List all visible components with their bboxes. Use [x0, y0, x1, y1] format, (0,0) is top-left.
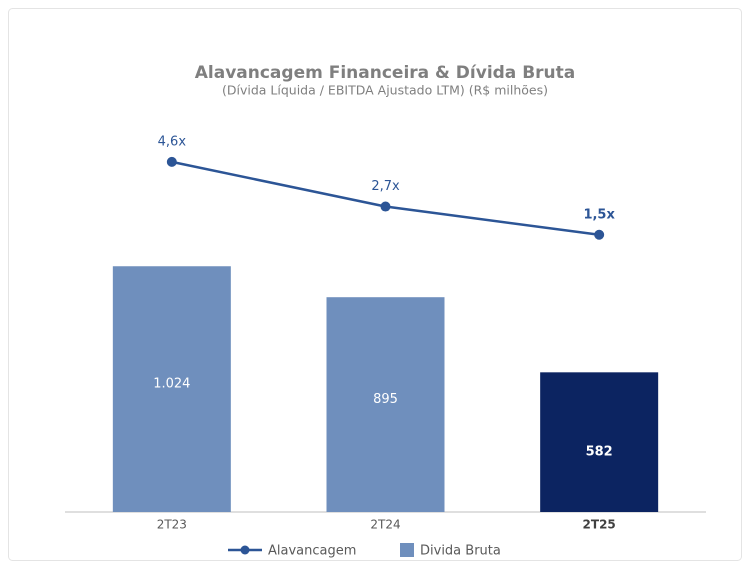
legend-label: Divida Bruta [420, 544, 501, 559]
legend-marker [240, 545, 250, 555]
data-label: 4,6x [158, 134, 187, 149]
data-label: 1,5x [583, 207, 615, 222]
line-point [380, 201, 391, 212]
bar [112, 266, 231, 512]
bar [326, 297, 445, 512]
legend-swatch [400, 543, 414, 557]
bar [540, 372, 659, 512]
data-label: 1.024 [153, 377, 190, 392]
line-point [594, 229, 605, 240]
chart-title: Alavancagem Financeira & Dívida Bruta [195, 63, 576, 83]
data-label: 2,7x [371, 179, 400, 194]
x-tick-label: 2T23 [157, 518, 187, 532]
x-tick-label: 2T24 [370, 518, 400, 532]
line-point [166, 156, 177, 167]
x-tick-label: 2T25 [583, 518, 616, 532]
data-label: 895 [373, 392, 398, 407]
chart-subtitle: (Dívida Líquida / EBITDA Ajustado LTM) (… [222, 83, 548, 98]
legend-label: Alavancagem [268, 544, 356, 559]
data-label: 582 [586, 445, 613, 460]
